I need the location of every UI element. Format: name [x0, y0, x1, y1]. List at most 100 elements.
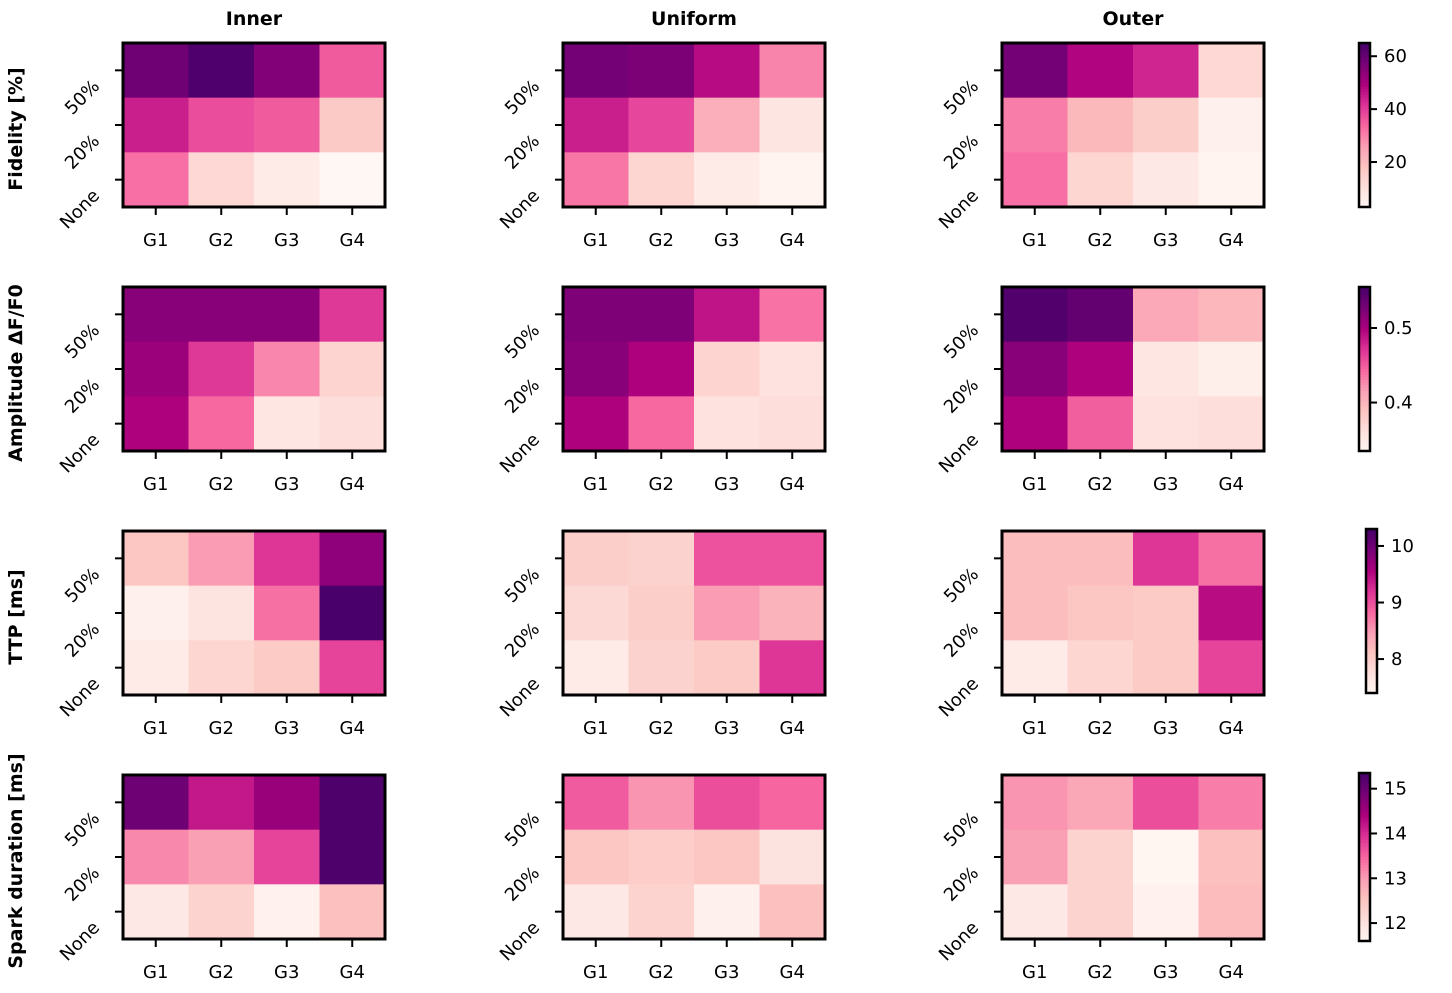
heatmap-cell [759, 287, 826, 343]
x-tick-label: G2 [1088, 230, 1113, 251]
heatmap-cell [759, 585, 826, 641]
y-tick-label: 20% [940, 131, 983, 174]
heatmap-cell [1067, 775, 1134, 831]
colorbar-segment [1366, 575, 1377, 579]
heatmap-cell [1067, 640, 1134, 696]
colorbar-segment [1359, 927, 1370, 931]
colorbar-segment [1359, 369, 1370, 373]
x-tick-label: G4 [340, 962, 365, 983]
y-tick-label: 20% [61, 375, 104, 418]
heatmap-cell [563, 531, 629, 587]
colorbar-segment [1359, 388, 1370, 392]
colorbar-segment [1359, 415, 1370, 419]
colorbar-segment [1366, 660, 1377, 664]
heatmap-panel: G1 G2 G3 G4 50% 20% None [56, 773, 387, 983]
colorbar-segment [1366, 638, 1377, 642]
x-tick-label: G4 [780, 230, 805, 251]
x-tick-label: G4 [780, 474, 805, 495]
colorbar-segment [1359, 423, 1370, 427]
y-tick-label: None [935, 917, 983, 965]
colorbar-segment [1366, 559, 1377, 563]
x-tick-label: G1 [583, 230, 608, 251]
y-tick-label: None [935, 429, 983, 477]
y-tick-label: None [935, 673, 983, 721]
colorbar-segment [1359, 918, 1370, 922]
y-tick-label: 20% [501, 375, 544, 418]
colorbar-segment [1359, 86, 1370, 91]
colorbar-segment [1359, 817, 1370, 822]
row-label: TTP [ms] [5, 569, 27, 664]
heatmap-cell [319, 531, 386, 587]
heatmap-cell [123, 531, 189, 587]
colorbar-segment [1366, 621, 1377, 626]
colorbar-segment [1359, 921, 1370, 925]
heatmap-cell [628, 829, 695, 885]
x-tick-label: G1 [1022, 718, 1047, 739]
colorbar-segment [1359, 73, 1370, 77]
heatmap-cell [1133, 585, 1199, 641]
colorbar-segment [1359, 92, 1370, 96]
colorbar-segment [1359, 792, 1370, 796]
heatmap-cell [123, 287, 189, 343]
colorbar-segment [1359, 829, 1370, 833]
heatmap-cell [254, 152, 320, 208]
colorbar-tick-label: 10 [1391, 536, 1414, 557]
heatmap-cell [563, 585, 629, 641]
colorbar-segment [1359, 385, 1370, 389]
heatmap-cell [188, 152, 255, 208]
colorbar-segment [1366, 567, 1377, 571]
colorbar-segment [1366, 572, 1377, 577]
colorbar-segment [1359, 174, 1370, 178]
heatmap-cell [759, 829, 826, 885]
colorbar-segment [1359, 333, 1370, 337]
colorbar-segment [1366, 545, 1377, 549]
colorbar-frame [1357, 771, 1372, 943]
colorbar-segment [1359, 834, 1370, 838]
colorbar-segment [1366, 531, 1377, 536]
colorbar-segment [1366, 542, 1377, 546]
colorbar-segment [1359, 407, 1370, 411]
colorbar-segment [1359, 325, 1370, 329]
colorbar-segment [1359, 371, 1370, 376]
y-tick-label: None [56, 185, 104, 233]
colorbar-segment [1366, 539, 1377, 544]
colorbar-segment [1359, 317, 1370, 321]
colorbar-segment [1359, 89, 1370, 93]
heatmap-cell [694, 884, 760, 940]
colorbar-segment [1366, 616, 1377, 620]
colorbar: 12 13 14 15 [1357, 771, 1407, 943]
colorbar-segment [1359, 789, 1370, 794]
heatmap-cell [123, 640, 189, 696]
colorbar-segment [1359, 820, 1370, 824]
colorbar-tick-label: 40 [1384, 99, 1407, 120]
heatmap-cell [1133, 152, 1199, 208]
colorbar-segment [1359, 396, 1370, 400]
heatmap-cell [694, 640, 760, 696]
y-tick-label: None [496, 673, 544, 721]
heatmap-cell [759, 396, 826, 452]
colorbar-segment [1359, 187, 1370, 192]
heatmap-cell [1198, 97, 1265, 153]
y-tick-label: None [56, 917, 104, 965]
y-tick-label: 50% [61, 564, 104, 607]
heatmap-cell [628, 640, 695, 696]
y-tick-label: 20% [61, 619, 104, 662]
heatmap-cell [1067, 287, 1134, 343]
colorbar-segment [1359, 338, 1370, 343]
heatmap-cell [1002, 43, 1068, 99]
heatmap-cell [563, 829, 629, 885]
colorbar-segment [1359, 133, 1370, 137]
colorbar-segment [1366, 657, 1377, 661]
heatmap-cell [1002, 97, 1068, 153]
y-tick-label: 20% [61, 863, 104, 906]
heatmap-cell [1198, 775, 1265, 831]
colorbar-segment [1359, 904, 1370, 908]
colorbar-segment [1359, 347, 1370, 351]
colorbar-segment [1359, 330, 1370, 335]
colorbar-segment [1359, 896, 1370, 900]
colorbar-segment [1359, 851, 1370, 855]
colorbar-segment [1359, 287, 1370, 291]
colorbar-segment [1359, 70, 1370, 74]
colorbar-segment [1359, 924, 1370, 928]
y-tick-label: None [56, 673, 104, 721]
